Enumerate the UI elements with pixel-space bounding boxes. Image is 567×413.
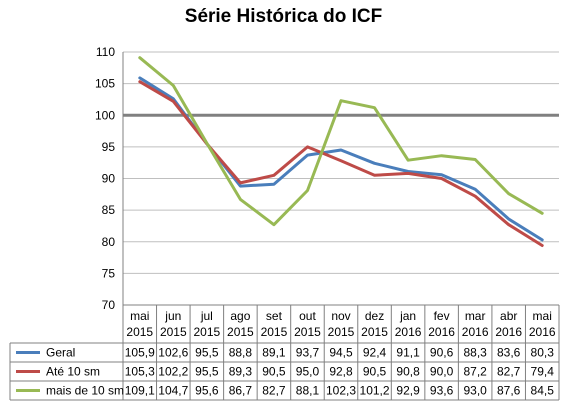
data-value: 93,0 (463, 384, 487, 398)
y-tick-label: 95 (102, 140, 116, 154)
y-tick-label: 90 (102, 172, 116, 186)
data-value: 82,7 (497, 365, 521, 379)
x-tick-label-month: mai (130, 309, 149, 323)
data-value: 92,8 (329, 365, 353, 379)
x-tick-label-year: 2015 (160, 325, 187, 339)
data-value: 90,8 (396, 365, 420, 379)
data-value: 80,3 (531, 346, 555, 360)
data-value: 105,9 (125, 346, 155, 360)
data-value: 93,7 (296, 346, 320, 360)
data-value: 105,3 (125, 365, 155, 379)
data-value: 87,6 (497, 384, 521, 398)
x-tick-label-month: dez (365, 309, 384, 323)
y-tick-label: 70 (102, 298, 116, 312)
x-tick-label-year: 2016 (462, 325, 489, 339)
x-tick-label-month: mar (465, 309, 486, 323)
x-tick-label-year: 2015 (294, 325, 321, 339)
data-value: 88,3 (463, 346, 487, 360)
data-value: 102,6 (158, 346, 188, 360)
x-tick-label-year: 2016 (395, 325, 422, 339)
x-tick-label-month: jan (399, 309, 416, 323)
x-tick-label-year: 2016 (428, 325, 455, 339)
data-value: 95,6 (195, 384, 219, 398)
data-value: 92,9 (396, 384, 420, 398)
data-value: 94,5 (329, 346, 353, 360)
chart-title: Série Histórica do ICF (184, 6, 383, 27)
data-value: 79,4 (531, 365, 555, 379)
x-tick-label-year: 2016 (495, 325, 522, 339)
data-value: 88,8 (229, 346, 253, 360)
x-tick-label-month: ago (230, 309, 250, 323)
x-tick-label-month: abr (500, 309, 517, 323)
y-tick-label: 105 (95, 77, 115, 91)
x-tick-label-month: out (299, 309, 316, 323)
data-value: 92,4 (363, 346, 387, 360)
data-value: 90,6 (430, 346, 454, 360)
data-value: 90,0 (430, 365, 454, 379)
y-tick-label: 75 (102, 266, 116, 280)
x-tick-label-year: 2015 (227, 325, 254, 339)
x-tick-label-month: jun (164, 309, 181, 323)
y-tick-label: 110 (96, 45, 115, 59)
data-value: 102,2 (158, 365, 188, 379)
x-tick-label-year: 2015 (261, 325, 288, 339)
data-value: 89,3 (229, 365, 253, 379)
data-value: 88,1 (296, 384, 320, 398)
data-value: 82,7 (262, 384, 286, 398)
data-value: 95,0 (296, 365, 320, 379)
y-tick-label: 80 (102, 235, 116, 249)
data-value: 93,6 (430, 384, 454, 398)
y-tick-label: 100 (95, 108, 115, 122)
data-value: 104,7 (158, 384, 188, 398)
legend-label: Até 10 sm (46, 365, 100, 379)
series-line (138, 56, 544, 227)
y-tick-label: 85 (102, 203, 116, 217)
data-value: 109,1 (125, 384, 155, 398)
data-value: 101,2 (360, 384, 390, 398)
data-value: 89,1 (262, 346, 286, 360)
x-tick-label-month: mai (533, 309, 552, 323)
data-value: 83,6 (497, 346, 521, 360)
legend-label: mais de 10 sm (46, 384, 124, 398)
data-value: 86,7 (229, 384, 253, 398)
data-value: 95,5 (195, 365, 219, 379)
legend-label: Geral (46, 346, 75, 360)
data-value: 87,2 (463, 365, 487, 379)
x-tick-label-year: 2015 (361, 325, 388, 339)
x-tick-label-month: fev (434, 309, 450, 323)
data-value: 90,5 (363, 365, 387, 379)
data-value: 102,3 (326, 384, 356, 398)
x-tick-label-year: 2016 (529, 325, 556, 339)
series-line (138, 80, 544, 247)
data-value: 91,1 (396, 346, 420, 360)
x-tick-label-year: 2015 (328, 325, 355, 339)
x-tick-label-year: 2015 (193, 325, 220, 339)
x-tick-label-month: set (266, 309, 283, 323)
data-value: 95,5 (195, 346, 219, 360)
x-tick-label-year: 2015 (126, 325, 153, 339)
data-value: 90,5 (262, 365, 286, 379)
x-tick-label-month: jul (200, 309, 213, 323)
data-value: 84,5 (531, 384, 555, 398)
x-tick-label-month: nov (331, 309, 350, 323)
